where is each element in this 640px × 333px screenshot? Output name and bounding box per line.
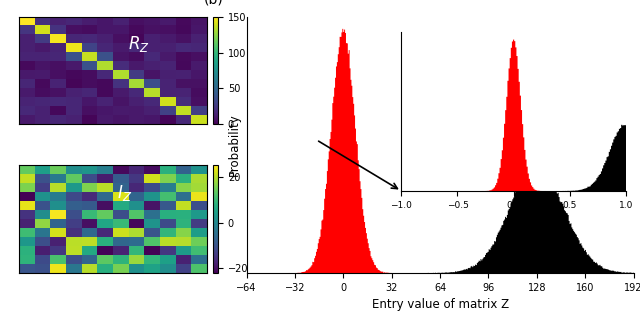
Text: $\mathbf{\mathit{R}}_{\mathbf{\mathit{Z}}}$: $\mathbf{\mathit{R}}_{\mathbf{\mathit{Z}… — [128, 34, 150, 54]
Polygon shape — [222, 164, 640, 273]
Text: (b): (b) — [204, 0, 224, 6]
Text: $\mathbf{\mathit{I}}_{\mathbf{\mathit{Z}}}$: $\mathbf{\mathit{I}}_{\mathbf{\mathit{Z}… — [116, 182, 132, 203]
X-axis label: Entry value of matrix Z: Entry value of matrix Z — [371, 298, 509, 311]
Y-axis label: Probability: Probability — [228, 114, 241, 176]
Polygon shape — [222, 29, 640, 273]
